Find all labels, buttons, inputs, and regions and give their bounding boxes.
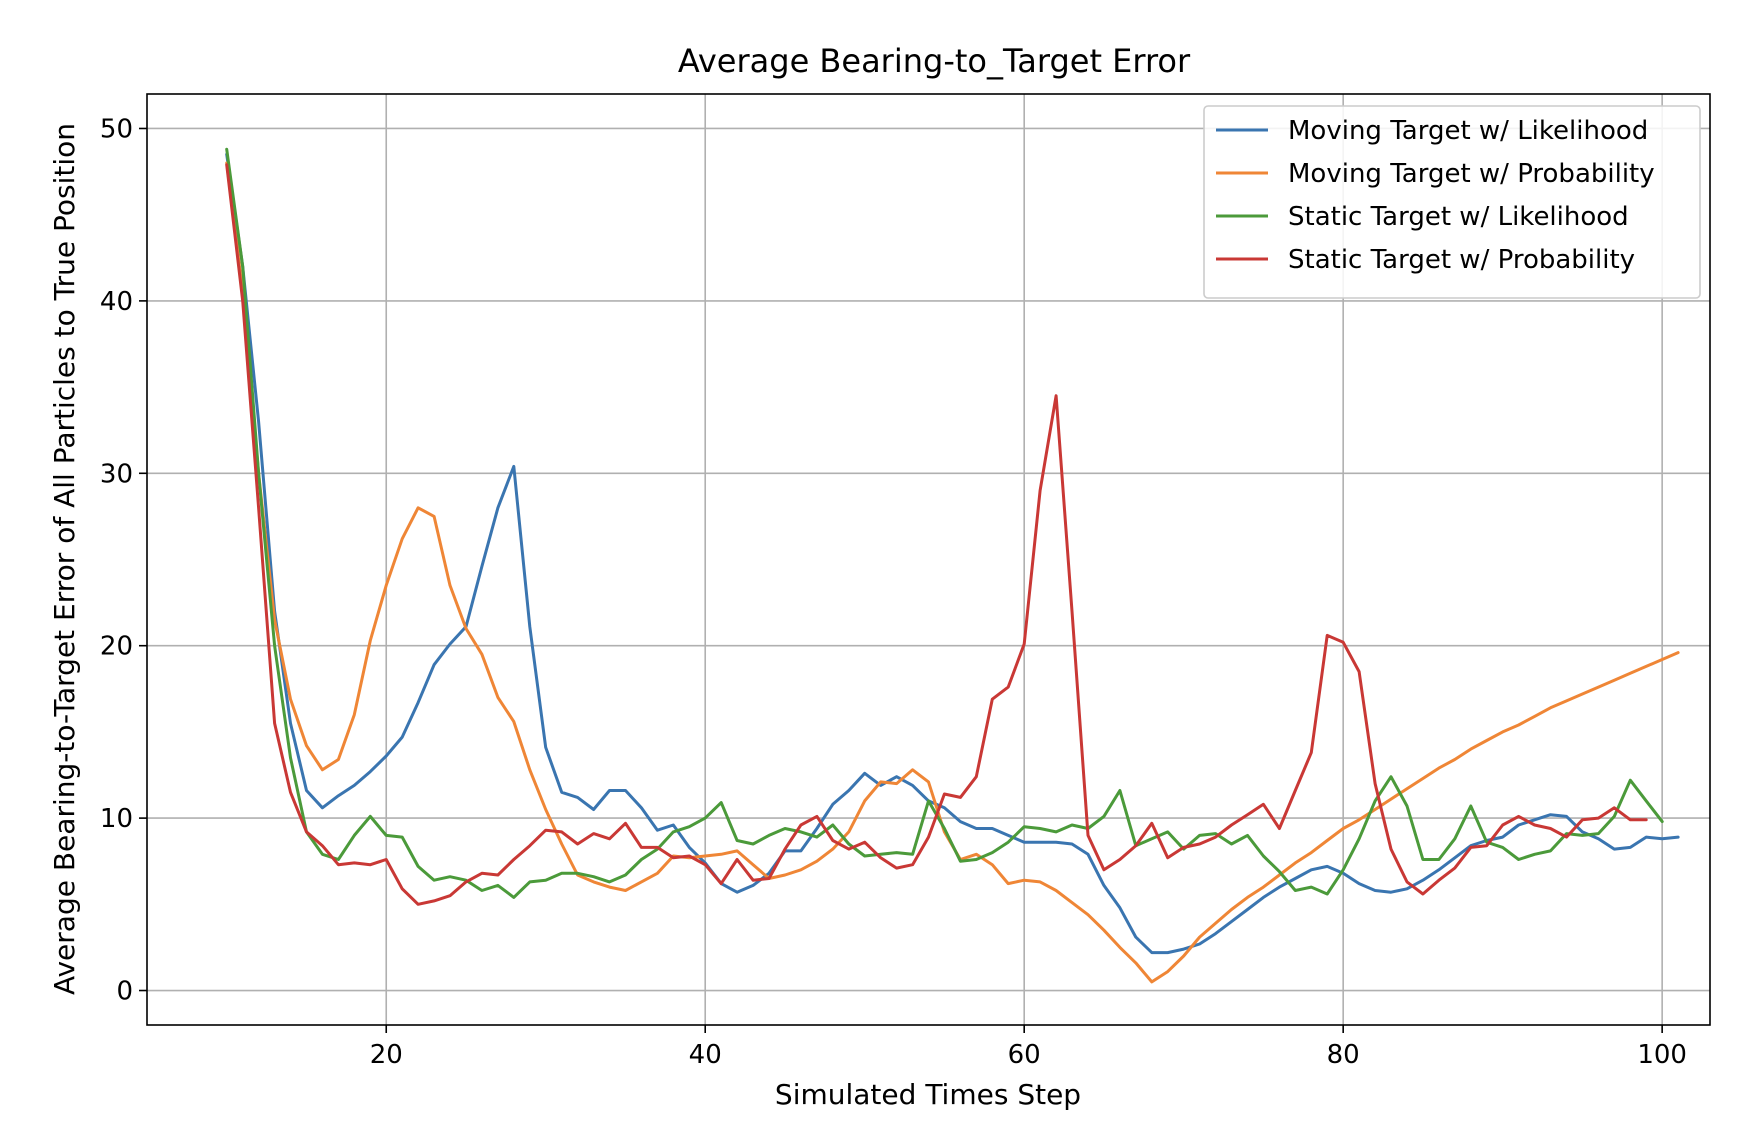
x-tick-label: 60 — [1008, 1040, 1041, 1070]
x-tick-label: 20 — [370, 1040, 403, 1070]
legend-label: Moving Target w/ Probability — [1288, 159, 1655, 189]
y-axis-ticks: 0 10 20 30 40 50 — [100, 114, 147, 1007]
chart-title: Average Bearing-to_Target Error — [678, 42, 1191, 80]
x-axis-ticks: 20 40 60 80 100 — [370, 1025, 1687, 1070]
x-tick-label: 80 — [1327, 1040, 1360, 1070]
legend-label: Static Target w/ Probability — [1288, 245, 1635, 275]
series-layer — [225, 147, 1680, 984]
x-axis-label: Simulated Times Step — [775, 1078, 1081, 1111]
x-tick-label: 100 — [1637, 1040, 1687, 1070]
y-tick-label: 30 — [100, 459, 133, 489]
series-line-moving-target-w-likelihood — [225, 152, 1680, 955]
y-tick-label: 40 — [100, 287, 133, 317]
y-tick-label: 0 — [116, 977, 133, 1007]
x-tick-label: 40 — [689, 1040, 722, 1070]
y-tick-label: 50 — [100, 114, 133, 144]
y-axis-label: Average Bearing-to-Target Error of All P… — [48, 123, 81, 995]
legend-box — [1203, 105, 1701, 299]
y-tick-label: 20 — [100, 632, 133, 662]
plot-frame — [146, 93, 1711, 1026]
legend: Moving Target w/ Likelihood Moving Target… — [1203, 105, 1701, 299]
legend-label: Moving Target w/ Likelihood — [1288, 116, 1648, 146]
y-tick-label: 10 — [100, 804, 133, 834]
series-line-static-target-w-probability — [225, 163, 1648, 906]
legend-label: Static Target w/ Likelihood — [1288, 202, 1629, 232]
